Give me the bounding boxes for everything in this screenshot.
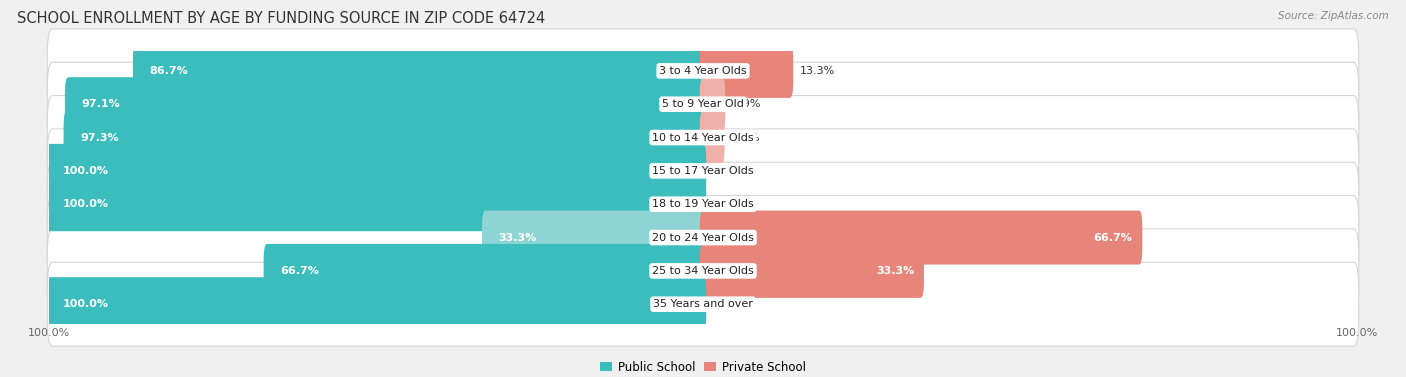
Text: 100.0%: 100.0% bbox=[62, 166, 108, 176]
FancyBboxPatch shape bbox=[48, 62, 1358, 146]
FancyBboxPatch shape bbox=[482, 211, 706, 265]
Text: 0.0%: 0.0% bbox=[713, 299, 741, 309]
Text: 100.0%: 100.0% bbox=[62, 199, 108, 209]
Text: 86.7%: 86.7% bbox=[149, 66, 188, 76]
Legend: Public School, Private School: Public School, Private School bbox=[595, 356, 811, 377]
Text: 2.9%: 2.9% bbox=[731, 99, 761, 109]
FancyBboxPatch shape bbox=[63, 110, 706, 164]
Text: 97.1%: 97.1% bbox=[82, 99, 120, 109]
FancyBboxPatch shape bbox=[48, 262, 1358, 346]
Text: Source: ZipAtlas.com: Source: ZipAtlas.com bbox=[1278, 11, 1389, 21]
FancyBboxPatch shape bbox=[48, 162, 1358, 246]
Text: 66.7%: 66.7% bbox=[280, 266, 319, 276]
FancyBboxPatch shape bbox=[46, 177, 706, 231]
Text: 20 to 24 Year Olds: 20 to 24 Year Olds bbox=[652, 233, 754, 242]
Text: 0.0%: 0.0% bbox=[713, 166, 741, 176]
FancyBboxPatch shape bbox=[65, 77, 706, 131]
Text: 13.3%: 13.3% bbox=[800, 66, 835, 76]
Text: 100.0%: 100.0% bbox=[62, 299, 108, 309]
Text: 33.3%: 33.3% bbox=[876, 266, 914, 276]
FancyBboxPatch shape bbox=[46, 277, 706, 331]
Text: 2.8%: 2.8% bbox=[731, 133, 759, 143]
FancyBboxPatch shape bbox=[46, 144, 706, 198]
Text: 25 to 34 Year Olds: 25 to 34 Year Olds bbox=[652, 266, 754, 276]
Text: 3 to 4 Year Olds: 3 to 4 Year Olds bbox=[659, 66, 747, 76]
Text: SCHOOL ENROLLMENT BY AGE BY FUNDING SOURCE IN ZIP CODE 64724: SCHOOL ENROLLMENT BY AGE BY FUNDING SOUR… bbox=[17, 11, 546, 26]
Text: 33.3%: 33.3% bbox=[498, 233, 537, 242]
FancyBboxPatch shape bbox=[48, 129, 1358, 213]
FancyBboxPatch shape bbox=[700, 211, 1142, 265]
Text: 97.3%: 97.3% bbox=[80, 133, 118, 143]
FancyBboxPatch shape bbox=[134, 44, 706, 98]
Text: 66.7%: 66.7% bbox=[1094, 233, 1133, 242]
Text: 15 to 17 Year Olds: 15 to 17 Year Olds bbox=[652, 166, 754, 176]
FancyBboxPatch shape bbox=[264, 244, 706, 298]
FancyBboxPatch shape bbox=[700, 244, 924, 298]
FancyBboxPatch shape bbox=[700, 110, 724, 164]
FancyBboxPatch shape bbox=[700, 44, 793, 98]
Text: 5 to 9 Year Old: 5 to 9 Year Old bbox=[662, 99, 744, 109]
Text: 35 Years and over: 35 Years and over bbox=[652, 299, 754, 309]
FancyBboxPatch shape bbox=[700, 77, 725, 131]
Text: 10 to 14 Year Olds: 10 to 14 Year Olds bbox=[652, 133, 754, 143]
FancyBboxPatch shape bbox=[48, 229, 1358, 313]
Text: 18 to 19 Year Olds: 18 to 19 Year Olds bbox=[652, 199, 754, 209]
Text: 0.0%: 0.0% bbox=[713, 199, 741, 209]
FancyBboxPatch shape bbox=[48, 29, 1358, 113]
FancyBboxPatch shape bbox=[48, 196, 1358, 280]
FancyBboxPatch shape bbox=[48, 95, 1358, 179]
